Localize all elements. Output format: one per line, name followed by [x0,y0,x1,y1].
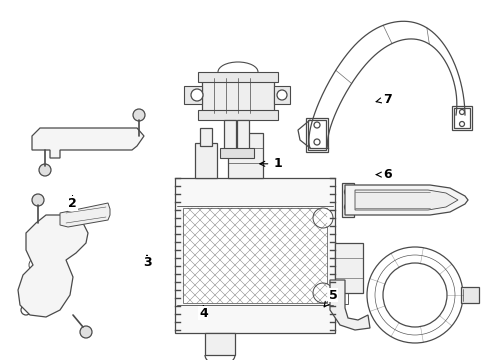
Text: 4: 4 [199,306,208,320]
Polygon shape [355,190,458,210]
Circle shape [344,189,351,195]
Circle shape [39,164,51,176]
Text: 5: 5 [324,289,338,307]
Bar [202,78,274,113]
Circle shape [29,258,43,272]
Circle shape [460,109,465,114]
Bar [335,243,363,293]
Circle shape [116,135,124,143]
Bar [220,148,254,158]
Bar [228,133,263,178]
Bar [342,183,354,217]
Circle shape [80,326,92,338]
Circle shape [313,283,333,303]
Bar [195,143,217,178]
Bar [461,287,479,303]
Circle shape [49,296,63,310]
Circle shape [54,241,62,249]
Circle shape [96,135,104,143]
Polygon shape [18,215,88,317]
Circle shape [313,208,333,228]
Text: 3: 3 [143,256,151,269]
Polygon shape [330,280,370,330]
Polygon shape [60,203,110,227]
Circle shape [32,194,44,206]
Circle shape [314,122,320,128]
Bar [308,120,326,150]
Circle shape [191,89,203,101]
Bar [274,86,290,104]
Bar [184,86,202,104]
Circle shape [460,122,465,126]
Circle shape [344,203,351,211]
Circle shape [21,305,31,315]
Circle shape [277,90,287,100]
Bar [237,120,249,150]
Text: 1: 1 [260,157,283,170]
Circle shape [36,273,56,293]
Bar [224,120,236,150]
Bar [175,178,335,333]
Bar [328,290,348,304]
Polygon shape [345,185,468,215]
Bar [198,72,278,82]
Circle shape [314,139,320,145]
Bar [306,118,328,152]
Bar [454,108,470,128]
Circle shape [133,109,145,121]
Text: 2: 2 [68,196,77,210]
Bar [205,333,235,355]
Bar [198,110,278,120]
Bar [183,208,327,303]
Polygon shape [32,128,144,158]
Text: 6: 6 [376,168,392,181]
Text: 7: 7 [376,93,392,105]
Bar [200,128,212,146]
Circle shape [73,135,81,143]
Bar [452,106,472,130]
